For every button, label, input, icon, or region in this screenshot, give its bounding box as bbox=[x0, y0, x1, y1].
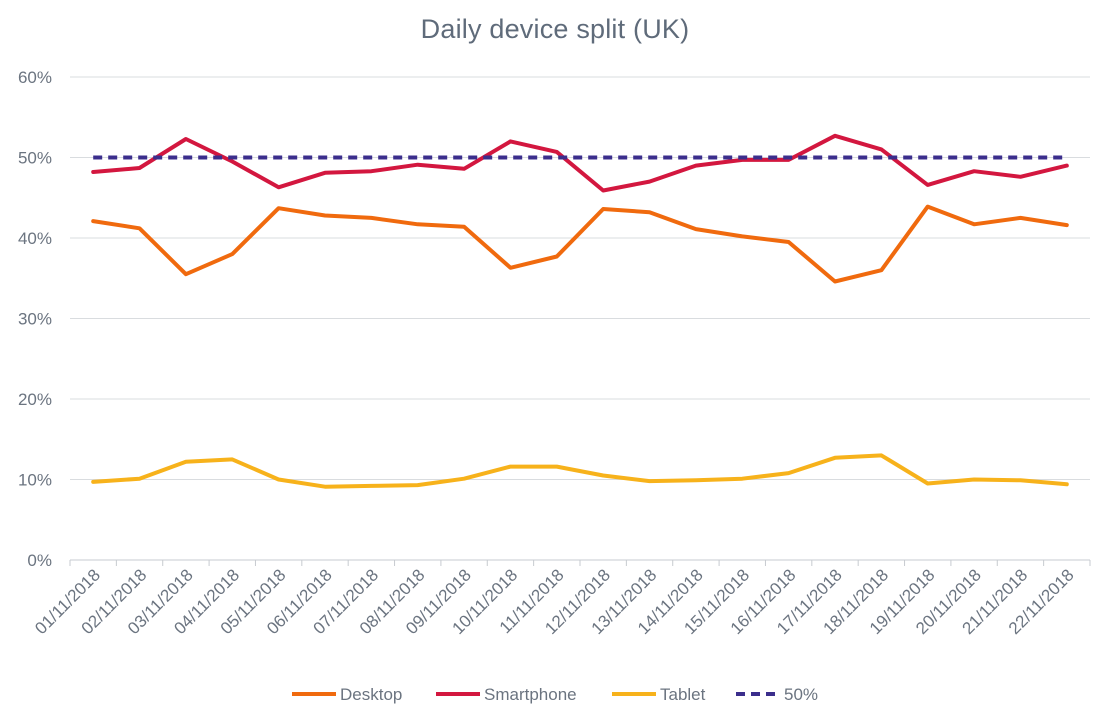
series-line-tablet bbox=[91, 453, 1069, 489]
y-tick-label: 10% bbox=[18, 471, 52, 490]
series-line-smartphone bbox=[91, 133, 1069, 193]
legend-label-tablet: Tablet bbox=[660, 685, 706, 704]
y-tick-label: 60% bbox=[18, 68, 52, 87]
y-tick-label: 40% bbox=[18, 229, 52, 248]
legend-label-fifty-percent: 50% bbox=[784, 685, 818, 704]
chart-title: Daily device split (UK) bbox=[420, 14, 690, 44]
y-tick-label: 30% bbox=[18, 310, 52, 329]
legend-label-smartphone: Smartphone bbox=[484, 685, 577, 704]
y-tick-label: 50% bbox=[18, 149, 52, 168]
y-tick-label: 0% bbox=[27, 551, 52, 570]
legend-label-desktop: Desktop bbox=[340, 685, 402, 704]
y-tick-label: 20% bbox=[18, 390, 52, 409]
series-line-desktop bbox=[91, 204, 1069, 284]
